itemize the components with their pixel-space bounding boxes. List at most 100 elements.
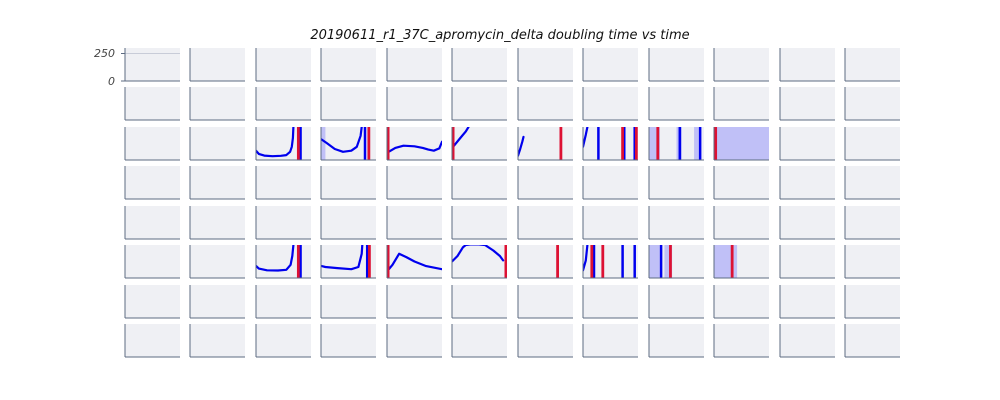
subplot-r3-c6: [517, 166, 573, 200]
subplot-background: [190, 285, 245, 318]
subplot-r3-c5: [451, 166, 507, 200]
subplot-background: [845, 324, 900, 357]
doubling-time-curve: [387, 252, 442, 273]
subplot-background: [125, 127, 180, 160]
subplot-r5-c3: [320, 245, 376, 279]
subplot-background: [649, 48, 704, 81]
subplot-background: [583, 48, 638, 81]
subplot-background: [518, 245, 573, 278]
subplot-background: [452, 166, 507, 199]
shaded-band: [694, 127, 700, 160]
subplot-r5-c8: [648, 245, 704, 279]
doubling-time-curve: [321, 245, 364, 271]
subplot-background: [518, 48, 573, 81]
y-tick-label: 250: [94, 47, 115, 60]
subplot-r1-c8: [648, 87, 704, 121]
subplot-r0-c10: [779, 48, 835, 82]
subplot-background: [780, 206, 835, 239]
subplot-r1-c5: [451, 87, 507, 121]
subplot-grid: [121, 48, 900, 358]
subplot-r0-c9: [713, 48, 769, 82]
subplot-r7-c8: [648, 324, 704, 358]
subplot-r4-c11: [844, 206, 900, 240]
subplot-r2-c0: [124, 127, 180, 161]
subplot-background: [452, 285, 507, 318]
doubling-time-curve: [583, 127, 589, 148]
subplot-r4-c5: [451, 206, 507, 240]
doubling-time-curve: [387, 140, 442, 154]
subplot-r5-c9: [713, 245, 769, 279]
subplot-background: [649, 206, 704, 239]
subplot-background: [845, 206, 900, 239]
subplot-plot-area: [714, 127, 769, 160]
subplot-background: [649, 87, 704, 120]
subplot-r2-c4: [386, 127, 442, 161]
shaded-band: [649, 245, 662, 278]
subplot-background: [845, 48, 900, 81]
subplot-background: [649, 285, 704, 318]
subplot-r2-c8: [648, 127, 704, 161]
subplot-r0-c2: [255, 48, 311, 82]
subplot-plot-area: [714, 245, 738, 278]
subplot-plot-area: [452, 245, 507, 278]
subplot-background: [452, 48, 507, 81]
subplot-r5-c1: [189, 245, 245, 279]
subplot-background: [190, 206, 245, 239]
subplot-background: [125, 324, 180, 357]
subplot-background: [125, 166, 180, 199]
subplot-r0-c4: [386, 48, 442, 82]
subplot-background: [125, 87, 180, 120]
subplot-r2-c2: [255, 127, 311, 161]
subplot-background: [714, 166, 769, 199]
doubling-time-curve: [321, 127, 363, 153]
subplot-background: [256, 324, 311, 357]
subplot-plot-area: [452, 127, 470, 160]
subplot-r5-c11: [844, 245, 900, 279]
subplot-r7-c3: [320, 324, 376, 358]
subplot-background: [190, 324, 245, 357]
shaded-band: [321, 127, 326, 160]
doubling-time-curve: [452, 245, 505, 263]
subplot-r4-c4: [386, 206, 442, 240]
subplot-background: [583, 285, 638, 318]
subplot-r6-c1: [189, 285, 245, 319]
subplot-r6-c0: [124, 285, 180, 319]
subplot-r1-c1: [189, 87, 245, 121]
subplot-r6-c11: [844, 285, 900, 319]
subplot-r0-c8: [648, 48, 704, 82]
subplot-r4-c9: [713, 206, 769, 240]
subplot-background: [583, 166, 638, 199]
chart-title: 20190611_r1_37C_apromycin_delta doubling…: [310, 28, 689, 43]
subplot-r1-c6: [517, 87, 573, 121]
subplot-r4-c3: [320, 206, 376, 240]
subplot-background: [125, 206, 180, 239]
subplot-plot-area: [583, 245, 636, 278]
subplot-r0-c5: [451, 48, 507, 82]
subplot-r1-c9: [713, 87, 769, 121]
subplot-background: [452, 87, 507, 120]
subplot-background: [780, 127, 835, 160]
subplot-background: [845, 127, 900, 160]
subplot-background: [583, 127, 638, 160]
subplot-r1-c11: [844, 87, 900, 121]
subplot-background: [714, 285, 769, 318]
subplot-background: [256, 285, 311, 318]
subplot-background: [780, 245, 835, 278]
subplot-r7-c11: [844, 324, 900, 358]
subplot-r4-c0: [124, 206, 180, 240]
shaded-band: [714, 127, 769, 160]
subplot-r1-c7: [582, 87, 638, 121]
doubling-time-curve: [256, 127, 295, 158]
subplot-r4-c2: [255, 206, 311, 240]
subplot-r2-c6: [517, 127, 573, 161]
subplot-background: [190, 245, 245, 278]
subplot-r2-c7: [582, 127, 638, 161]
subplot-r7-c5: [451, 324, 507, 358]
subplot-plot-area: [387, 245, 442, 278]
subplot-plot-area: [649, 127, 702, 160]
subplot-background: [256, 166, 311, 199]
subplot-r2-c3: [320, 127, 376, 161]
subplot-background: [125, 48, 180, 81]
subplot-r5-c2: [255, 245, 311, 279]
